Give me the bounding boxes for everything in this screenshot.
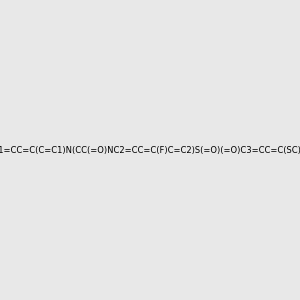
Text: CCOC1=CC=C(C=C1)N(CC(=O)NC2=CC=C(F)C=C2)S(=O)(=O)C3=CC=C(SC)C=C3: CCOC1=CC=C(C=C1)N(CC(=O)NC2=CC=C(F)C=C2)…	[0, 146, 300, 154]
